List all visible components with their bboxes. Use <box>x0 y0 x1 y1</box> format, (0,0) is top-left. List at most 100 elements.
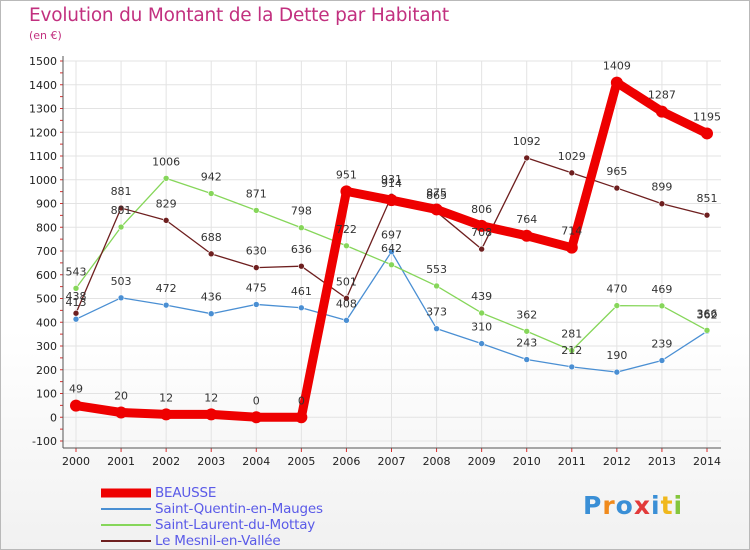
data-label: 310 <box>471 321 492 334</box>
data-point <box>160 408 173 421</box>
legend-swatch <box>101 540 151 542</box>
data-point <box>298 224 305 232</box>
data-label: 413 <box>66 296 87 309</box>
data-point <box>478 340 485 347</box>
data-point <box>568 347 576 354</box>
data-label: 899 <box>651 181 672 194</box>
data-point <box>613 368 621 376</box>
data-point <box>385 194 398 207</box>
logo-letter: r <box>602 491 616 520</box>
data-point <box>613 302 621 309</box>
data-point <box>655 105 668 118</box>
data-label: 243 <box>516 337 537 350</box>
data-point <box>565 241 578 254</box>
data-point <box>523 154 531 162</box>
data-point <box>568 169 576 177</box>
data-point <box>343 317 350 324</box>
data-label: 806 <box>471 203 492 216</box>
data-label: 362 <box>516 308 537 321</box>
data-label: 239 <box>651 337 672 350</box>
data-point <box>72 315 80 323</box>
y-tick-label: -100 <box>32 435 57 448</box>
data-label: 1195 <box>693 110 721 123</box>
data-point <box>295 411 308 424</box>
data-point <box>701 127 713 140</box>
data-label: 469 <box>651 283 672 296</box>
data-point <box>72 309 80 317</box>
x-tick-label: 2010 <box>513 455 541 468</box>
data-label: 436 <box>201 291 222 304</box>
logo-letter: t <box>660 491 674 520</box>
legend-swatch <box>101 508 151 510</box>
data-label: 801 <box>111 204 132 217</box>
data-label: 871 <box>246 187 267 200</box>
logo-letter: x <box>633 491 651 520</box>
data-point <box>658 302 666 310</box>
data-label: 190 <box>606 349 627 362</box>
data-label: 829 <box>156 197 177 210</box>
x-tick-label: 2014 <box>693 455 721 468</box>
data-label: 461 <box>291 285 312 298</box>
y-tick-label: 700 <box>36 245 57 258</box>
data-label: 438 <box>66 290 87 303</box>
x-tick-label: 2011 <box>558 455 586 468</box>
y-tick-label: 1400 <box>29 79 57 92</box>
data-label: 942 <box>201 171 222 184</box>
y-tick-label: 0 <box>50 411 57 424</box>
data-label: 553 <box>426 263 447 276</box>
legend-label: BEAUSSE <box>155 485 217 501</box>
x-tick-label: 2012 <box>603 455 631 468</box>
data-point <box>475 219 488 232</box>
data-point <box>478 309 485 317</box>
data-label: 965 <box>606 165 627 178</box>
data-label: 722 <box>336 223 357 236</box>
data-label: 914 <box>381 177 402 190</box>
x-tick-label: 2004 <box>242 455 270 468</box>
data-point <box>207 310 215 318</box>
chart-subtitle: (en €) <box>29 29 62 42</box>
data-label: 1006 <box>152 155 180 168</box>
data-point <box>205 408 218 421</box>
data-label: 630 <box>246 245 267 258</box>
data-label: 472 <box>156 282 177 295</box>
data-label: 1029 <box>558 150 586 163</box>
data-label: 475 <box>246 281 267 294</box>
data-point <box>117 204 125 212</box>
data-point <box>115 406 128 419</box>
data-label: 470 <box>606 283 627 296</box>
data-label: 931 <box>381 173 402 186</box>
x-tick-label: 2000 <box>62 455 90 468</box>
x-tick-label: 2006 <box>332 455 360 468</box>
data-point <box>340 185 353 198</box>
y-tick-label: 100 <box>36 388 57 401</box>
logo-letter: P <box>583 491 603 520</box>
data-label: 951 <box>336 168 357 181</box>
y-tick-label: 1100 <box>29 150 57 163</box>
x-tick-label: 2003 <box>197 455 225 468</box>
data-label: 0 <box>253 394 260 407</box>
data-point <box>250 411 263 424</box>
data-point <box>207 190 215 197</box>
y-tick-label: 300 <box>36 340 57 353</box>
x-tick-label: 2008 <box>423 455 451 468</box>
data-label: 212 <box>561 344 582 357</box>
data-label: 636 <box>291 243 312 256</box>
data-point <box>478 245 485 253</box>
data-point <box>252 264 260 271</box>
x-tick-label: 2001 <box>107 455 135 468</box>
logo-letter: i <box>673 491 684 520</box>
data-point <box>117 223 125 231</box>
y-tick-label: 200 <box>36 364 57 377</box>
data-label: 764 <box>516 213 537 226</box>
data-point <box>162 175 170 182</box>
x-tick-label: 2002 <box>152 455 180 468</box>
data-point <box>523 327 531 335</box>
data-point <box>433 325 440 332</box>
data-point <box>388 261 395 269</box>
data-label: 697 <box>381 229 402 242</box>
y-tick-label: 1500 <box>29 55 57 68</box>
data-point <box>523 356 531 363</box>
data-point <box>433 282 440 290</box>
data-point <box>658 357 666 364</box>
